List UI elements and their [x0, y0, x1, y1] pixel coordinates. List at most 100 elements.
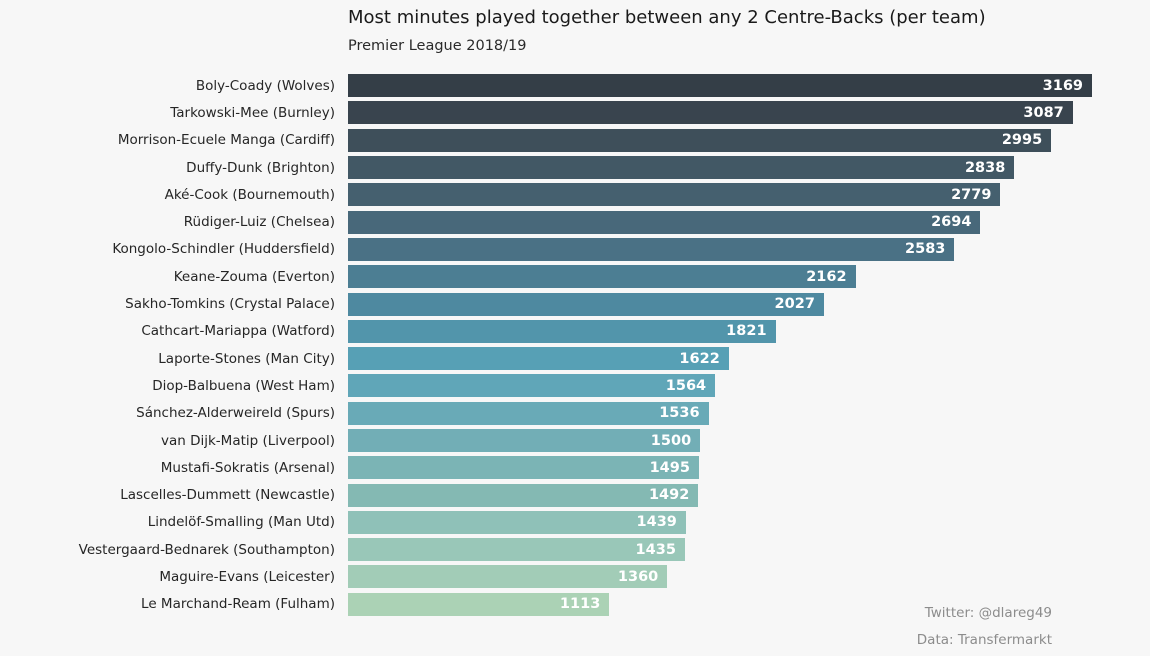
bar-row: Mustafi-Sokratis (Arsenal) 1495 — [0, 454, 1150, 481]
bar-track: 1495 — [348, 456, 1150, 480]
bar: 1564 — [348, 374, 716, 398]
category-label: Aké-Cook (Bournemouth) — [164, 186, 335, 203]
bar-row: Duffy-Dunk (Brighton) 2838 — [0, 154, 1150, 181]
bar-row: Boly-Coady (Wolves) 3169 — [0, 72, 1150, 99]
value-label: 1492 — [648, 487, 690, 504]
bar-chart: Boly-Coady (Wolves) 3169 Tarkowski-Mee (Bu… — [0, 72, 1150, 618]
bar-row: Keane-Zouma (Everton) 2162 — [0, 263, 1150, 290]
value-label: 2027 — [774, 296, 815, 313]
bar-track: 1622 — [348, 347, 1150, 371]
bar-track: 2694 — [348, 210, 1150, 234]
bar: 2027 — [348, 292, 824, 316]
chart-subtitle: Premier League 2018/19 — [348, 38, 527, 54]
value-label: 2583 — [905, 241, 946, 258]
category-label: Vestergaard-Bednarek (Southampton) — [78, 541, 335, 558]
bar: 3169 — [348, 74, 1092, 98]
bar-track: 1113 — [348, 592, 1150, 616]
bar-track: 3087 — [348, 101, 1150, 125]
category-label: Kongolo-Schindler (Huddersfield) — [112, 241, 335, 258]
value-label: 1495 — [649, 459, 690, 476]
bar: 2162 — [348, 265, 856, 289]
bar: 1113 — [348, 592, 610, 616]
bar-track: 2027 — [348, 292, 1150, 316]
category-label: Mustafi-Sokratis (Arsenal) — [160, 459, 335, 476]
bar-row: Diop-Balbuena (West Ham) 1564 — [0, 372, 1150, 399]
category-label: Laporte-Stones (Man City) — [158, 350, 335, 367]
bar-row: Laporte-Stones (Man City) 1622 — [0, 345, 1150, 372]
category-label: van Dijk-Matip (Liverpool) — [160, 432, 335, 449]
bar: 2838 — [348, 156, 1015, 180]
value-label: 1439 — [636, 514, 677, 531]
bar-row: Le Marchand-Ream (Fulham) 1113 — [0, 591, 1150, 618]
value-label: 1500 — [650, 432, 692, 449]
bar-row: Sakho-Tomkins (Crystal Palace) 2027 — [0, 290, 1150, 317]
category-label: Maguire-Evans (Leicester) — [159, 568, 335, 585]
value-label: 1564 — [665, 377, 707, 394]
bar-track: 1536 — [348, 401, 1150, 425]
category-label: Cathcart-Mariappa (Watford) — [141, 323, 335, 340]
bar: 1500 — [348, 429, 701, 452]
value-label: 1622 — [679, 350, 720, 367]
bar-track: 1500 — [348, 429, 1150, 452]
bar-row: Aké-Cook (Bournemouth) 2779 — [0, 181, 1150, 208]
bar: 1622 — [348, 347, 729, 371]
chart-title: Most minutes played together between any… — [348, 7, 986, 28]
value-label: 2779 — [951, 186, 992, 203]
bar-row: Maguire-Evans (Leicester) 1360 — [0, 563, 1150, 590]
bar-track: 2995 — [348, 128, 1150, 152]
bar-track: 1492 — [348, 483, 1150, 507]
value-label: 1360 — [617, 568, 659, 585]
value-label: 2838 — [964, 159, 1006, 176]
bar-track: 3169 — [348, 74, 1150, 98]
category-label: Le Marchand-Ream (Fulham) — [141, 596, 335, 613]
bar: 2995 — [348, 128, 1052, 152]
bar-track: 1564 — [348, 374, 1150, 398]
category-label: Sánchez-Alderweireld (Spurs) — [136, 405, 335, 422]
category-label: Duffy-Dunk (Brighton) — [186, 159, 335, 176]
bar-track: 2162 — [348, 265, 1150, 289]
bar-row: Cathcart-Mariappa (Watford) 1821 — [0, 318, 1150, 345]
bar-row: Lascelles-Dummett (Newcastle) 1492 — [0, 481, 1150, 508]
bar: 1360 — [348, 565, 668, 589]
value-label: 2995 — [1001, 132, 1043, 149]
value-label: 1821 — [726, 323, 767, 340]
bar: 2583 — [348, 237, 955, 261]
bar-row: Kongolo-Schindler (Huddersfield) 2583 — [0, 236, 1150, 263]
bar-row: Rüdiger-Luiz (Chelsea) 2694 — [0, 208, 1150, 235]
category-label: Sakho-Tomkins (Crystal Palace) — [125, 296, 335, 313]
bar: 2779 — [348, 183, 1001, 207]
bar: 1495 — [348, 456, 699, 480]
bar: 1435 — [348, 538, 685, 562]
category-label: Keane-Zouma (Everton) — [173, 268, 335, 285]
value-label: 3087 — [1023, 104, 1064, 121]
value-label: 1536 — [659, 405, 700, 422]
category-label: Morrison-Ecuele Manga (Cardiff) — [117, 132, 335, 149]
category-label: Diop-Balbuena (West Ham) — [152, 377, 335, 394]
value-label: 1435 — [635, 541, 676, 558]
bar-row: Tarkowski-Mee (Burnley) 3087 — [0, 99, 1150, 126]
bar-track: 1821 — [348, 319, 1150, 343]
bar-row: Lindelöf-Smalling (Man Utd) 1439 — [0, 509, 1150, 536]
bar-track: 2838 — [348, 156, 1150, 180]
bar-track: 1360 — [348, 565, 1150, 589]
bar-track: 2779 — [348, 183, 1150, 207]
bar: 2694 — [348, 210, 981, 234]
credit-twitter: Twitter: @dlareg49 — [924, 605, 1052, 621]
credit-data-source: Data: Transfermarkt — [916, 632, 1052, 648]
bar-row: Morrison-Ecuele Manga (Cardiff) 2995 — [0, 127, 1150, 154]
bar: 1439 — [348, 510, 686, 534]
bar-track: 1435 — [348, 538, 1150, 562]
value-label: 1113 — [559, 596, 601, 613]
value-label: 3169 — [1042, 77, 1083, 94]
bar-track: 1439 — [348, 510, 1150, 534]
category-label: Rüdiger-Luiz (Chelsea) — [183, 214, 335, 231]
credits: Twitter: @dlareg49 Data: Transfermarkt — [917, 600, 1052, 654]
bar: 3087 — [348, 101, 1073, 125]
value-label: 2162 — [806, 268, 847, 285]
category-label: Tarkowski-Mee (Burnley) — [170, 104, 335, 121]
category-label: Lindelöf-Smalling (Man Utd) — [147, 514, 335, 531]
value-label: 2694 — [931, 214, 972, 231]
category-label: Boly-Coady (Wolves) — [195, 77, 335, 94]
bar: 1536 — [348, 401, 709, 425]
bar: 1821 — [348, 319, 776, 343]
